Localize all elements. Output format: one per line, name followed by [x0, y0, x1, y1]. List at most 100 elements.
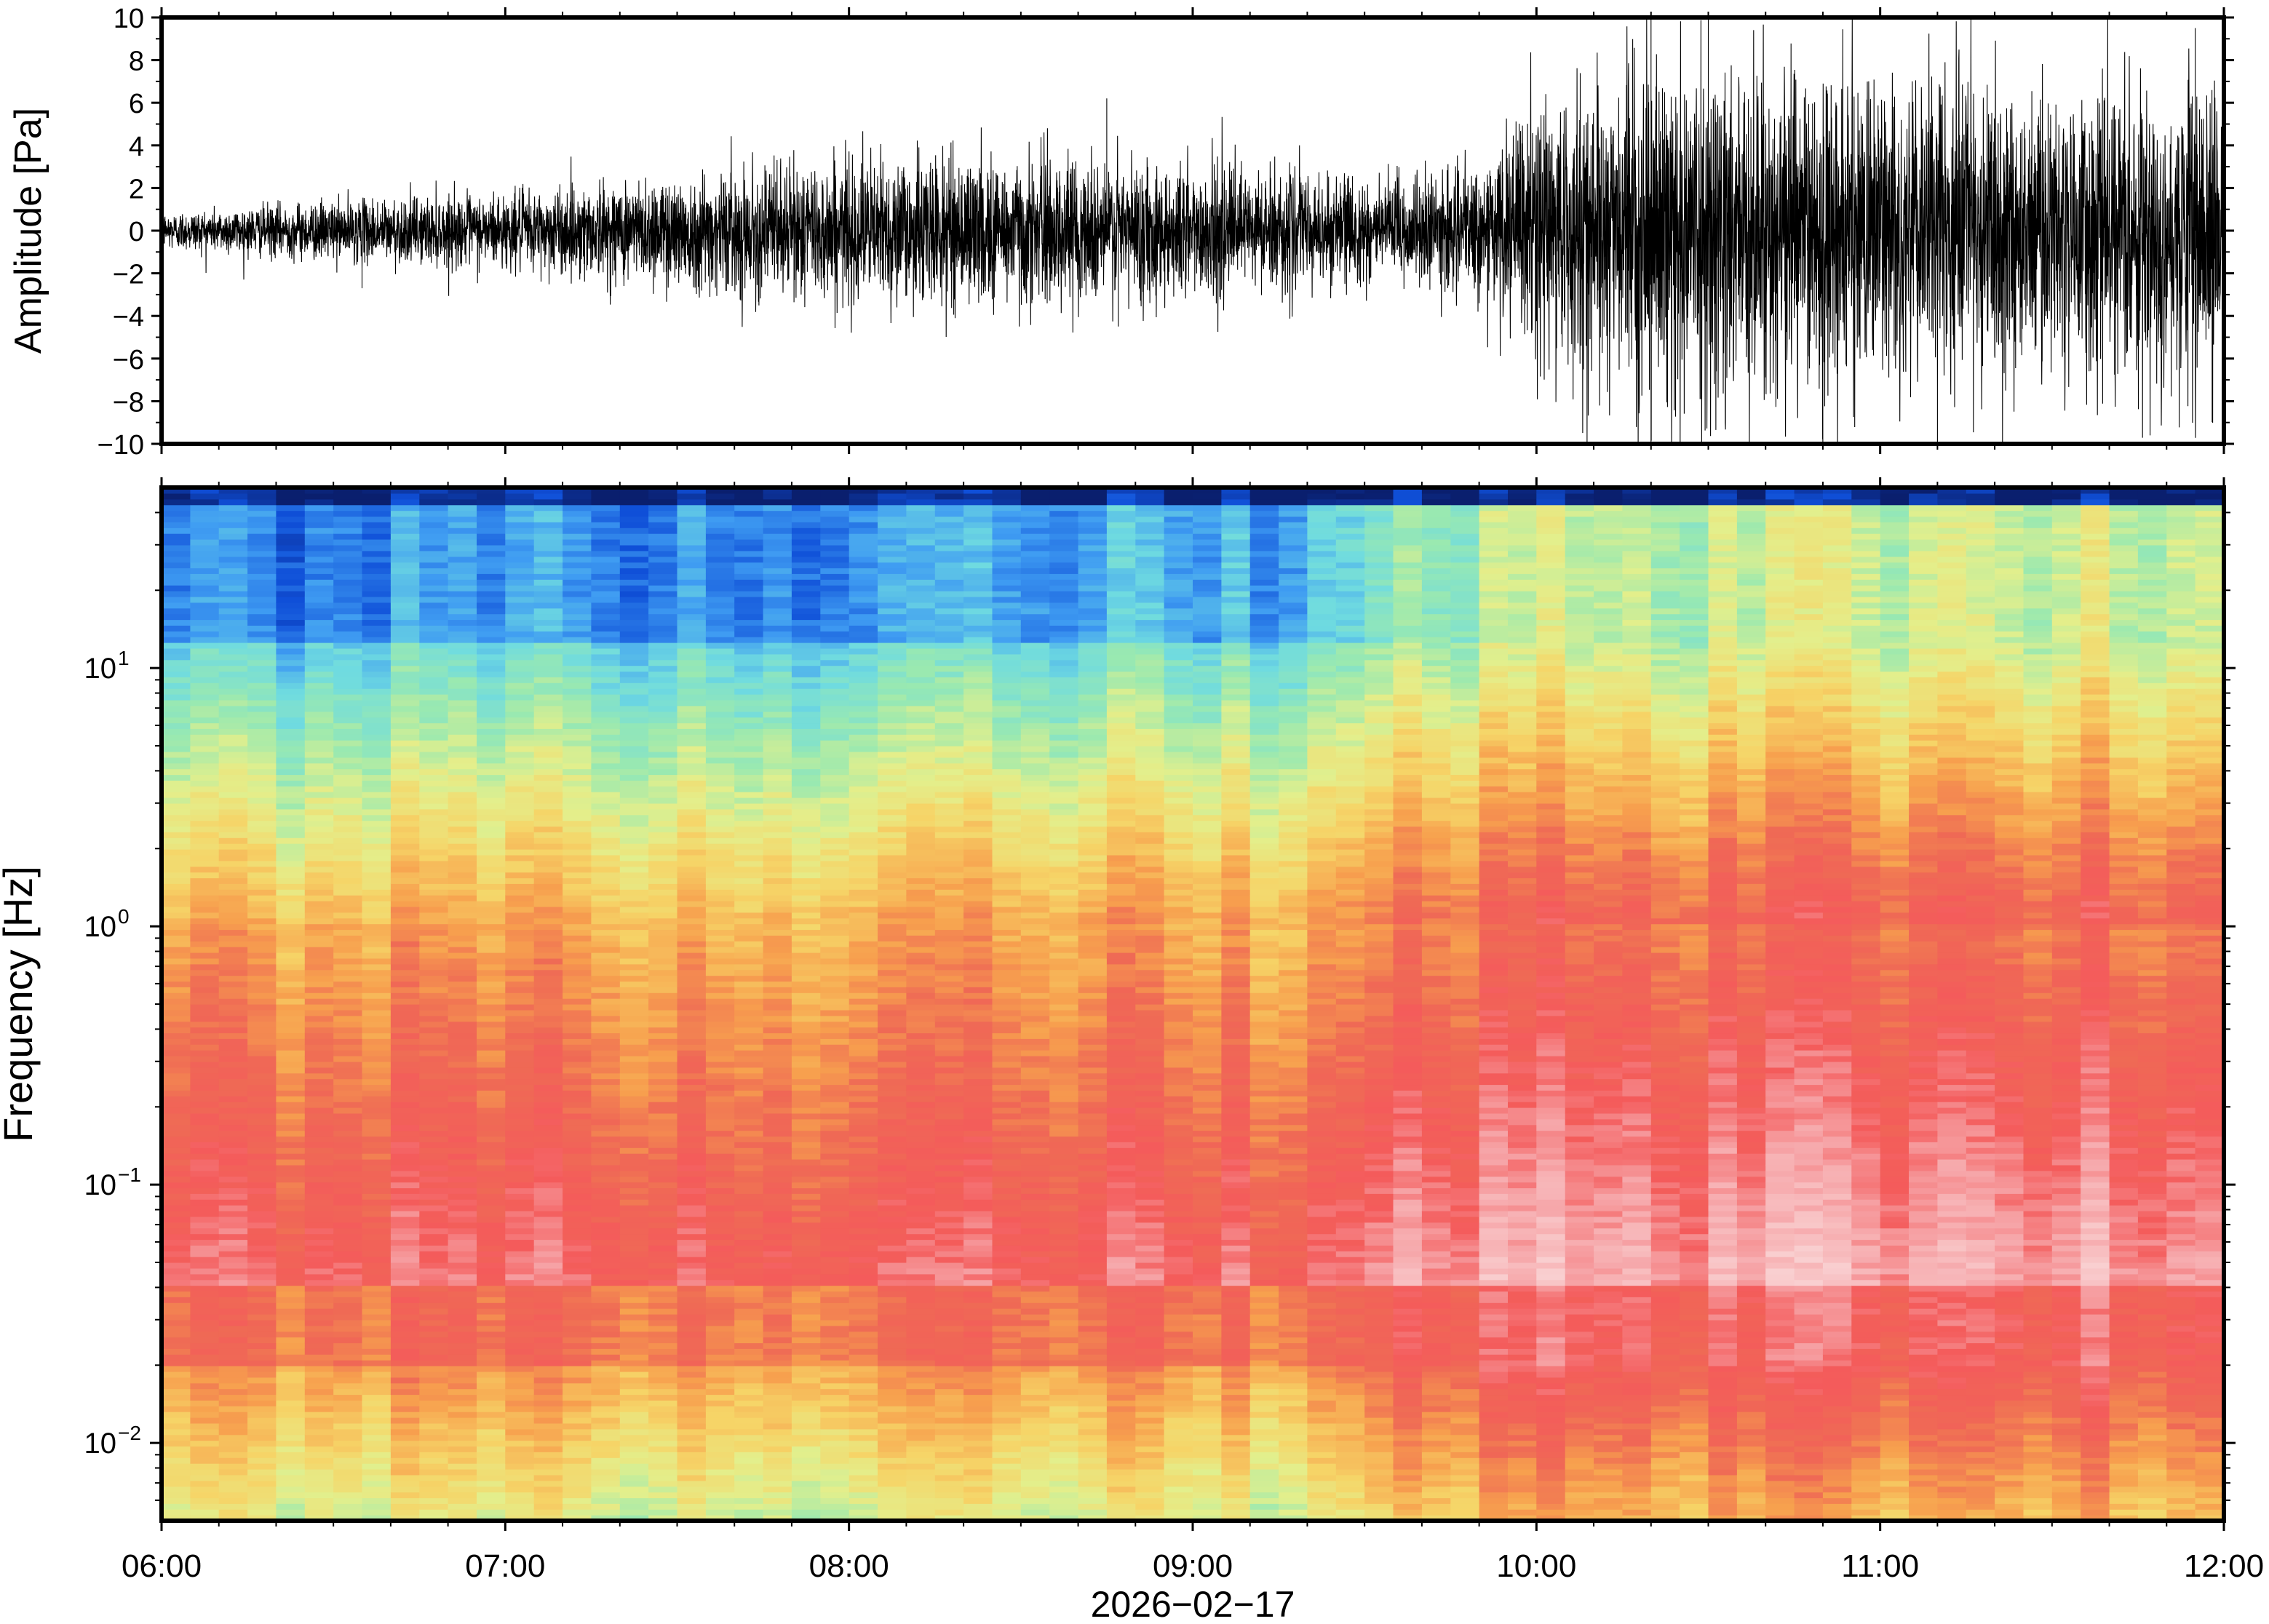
spectrogram-cell [505, 1291, 535, 1297]
spectrogram-cell [448, 929, 477, 936]
spectrogram-cell [505, 1262, 535, 1269]
spectrogram-cell [333, 682, 363, 689]
spectrogram-cell [533, 1422, 563, 1430]
spectrogram-cell [419, 1515, 449, 1521]
spectrogram-cell [477, 510, 506, 517]
spectrogram-cell [477, 1354, 506, 1361]
spectrogram-cell [505, 1457, 535, 1464]
spectrogram-cell [906, 837, 936, 844]
spectrogram-cell [162, 1251, 191, 1257]
spectrogram-cell [705, 1400, 735, 1406]
spectrogram-cell [419, 608, 449, 615]
spectrogram-cell [619, 642, 649, 649]
spectrogram-cell [734, 820, 764, 827]
spectrogram-cell [477, 889, 506, 896]
spectrogram-cell [247, 1227, 277, 1235]
spectrogram-cell [333, 1279, 363, 1286]
spectrogram-cell [849, 591, 878, 597]
spectrogram-cell [763, 1360, 792, 1366]
spectrogram-cell [878, 1382, 907, 1390]
spectrogram-cell [533, 786, 563, 792]
spectrogram-cell [477, 556, 506, 563]
spectrogram-cell [906, 510, 936, 517]
spectrogram-cell [677, 992, 707, 999]
spectrogram-cell [705, 1371, 735, 1378]
spectrogram-cell [333, 992, 363, 999]
spectrogram-cell [849, 1302, 878, 1309]
spectrogram-cell [677, 585, 707, 592]
spectrogram-cell [218, 1377, 248, 1384]
spectrogram-cell [563, 1486, 592, 1493]
spectrogram-cell [734, 1406, 764, 1412]
spectrogram-cell [533, 849, 563, 856]
spectrogram-cell [247, 1469, 277, 1476]
spectrogram-cell [362, 1251, 392, 1257]
spectrogram-cell [705, 573, 735, 580]
spectrogram-cell [677, 677, 707, 683]
spectrogram-cell [648, 866, 678, 873]
spectrogram-cell [591, 975, 621, 982]
spectrogram-cell [276, 1457, 306, 1464]
spectrogram-cell [934, 1503, 964, 1510]
spectrogram-cell [878, 539, 907, 546]
spectrogram-cell [878, 1118, 907, 1126]
spectrogram-cell [563, 1388, 592, 1396]
spectrogram-cell [362, 895, 392, 901]
spectrogram-cell [247, 763, 277, 770]
spectrogram-cell [906, 1400, 936, 1406]
spectrogram-cell [791, 820, 821, 827]
spectrogram-cell [218, 608, 248, 615]
spectrogram-cell [705, 682, 735, 689]
spectrogram-cell [477, 1469, 506, 1476]
spectrogram-cell [791, 877, 821, 884]
spectrogram-cell [304, 1428, 334, 1436]
spectrogram-cell [619, 1492, 649, 1499]
spectrogram-cell [162, 699, 191, 706]
spectrogram-cell [419, 780, 449, 787]
spectrogram-cell [162, 958, 191, 965]
spectrogram-cell [218, 958, 248, 965]
spectrogram-cell [448, 883, 477, 890]
spectrogram-cell [734, 1142, 764, 1148]
spectrogram-cell [820, 786, 850, 792]
spectrogram-cell [362, 1400, 392, 1406]
spectrogram-cell [791, 659, 821, 666]
spectrogram-cell [648, 774, 678, 781]
spectrogram-cell [218, 1400, 248, 1406]
spectrogram-cell [419, 539, 449, 546]
spectrogram-cell [390, 1417, 420, 1424]
spectrogram-cell [563, 625, 592, 632]
spectrogram-cell [247, 751, 277, 758]
spectrogram-cell [390, 854, 420, 861]
spectrogram-cell [563, 688, 592, 695]
spectrogram-cell [763, 797, 792, 804]
spectrogram-cell [477, 1388, 506, 1396]
spectrogram-cell [619, 1147, 649, 1154]
spectrogram-cell [304, 1084, 334, 1091]
spectrogram-cell [190, 1153, 220, 1160]
spectrogram-cell [591, 1078, 621, 1086]
spectrogram-cell [533, 751, 563, 758]
spectrogram-cell [247, 1354, 277, 1361]
spectrogram-cell [734, 717, 764, 724]
spectrogram-cell [934, 1509, 964, 1516]
spectrogram-cell [276, 1061, 306, 1068]
spectrogram-cell [820, 1090, 850, 1096]
spectrogram-cell [419, 797, 449, 804]
spectrogram-cell [419, 1412, 449, 1418]
spectrogram-cell [276, 694, 306, 701]
spectrogram-cell [448, 1302, 477, 1309]
spectrogram-cell [791, 797, 821, 804]
spectrogram-cell [448, 631, 477, 637]
spectrogram-cell [820, 648, 850, 655]
spectrogram-cell [362, 728, 392, 735]
spectrogram-cell [878, 510, 907, 517]
spectrogram-cell [791, 539, 821, 546]
spectrogram-cell [162, 1308, 191, 1315]
spectrogram-cell [448, 906, 477, 913]
spectrogram-cell [448, 889, 477, 896]
spectrogram-cell [648, 1267, 678, 1275]
spectrogram-cell [763, 877, 792, 884]
spectrogram-cell [591, 573, 621, 580]
spectrogram-cell [448, 1480, 477, 1487]
